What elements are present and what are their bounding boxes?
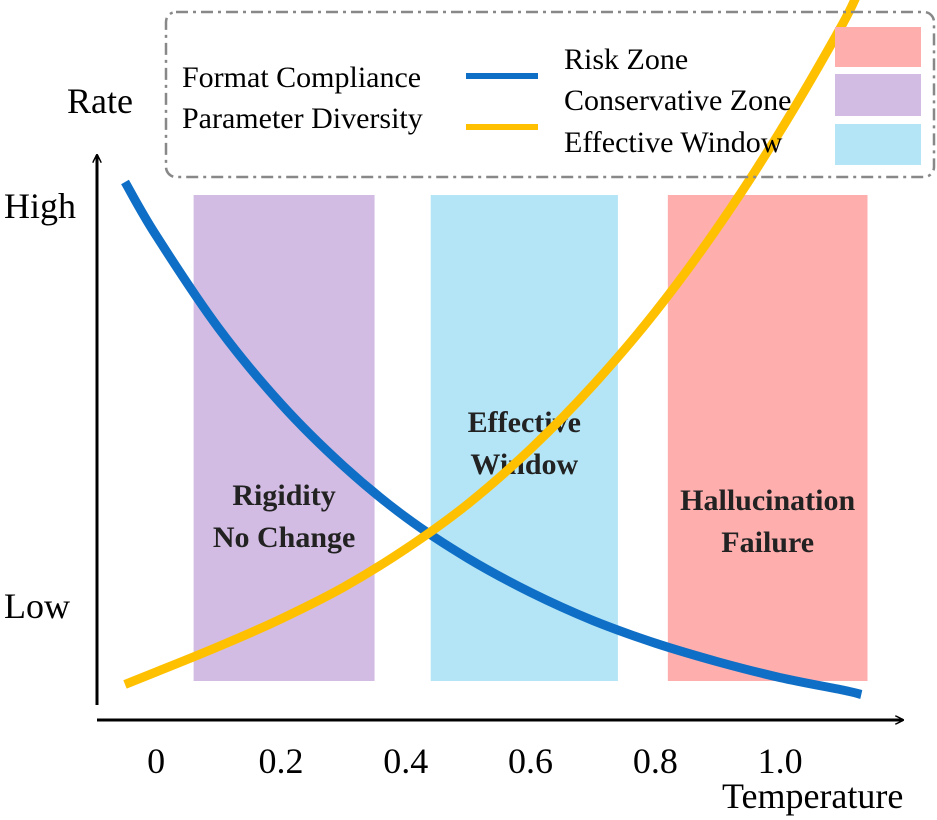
legend-frame — [164, 10, 936, 179]
series-line-format-compliance — [121, 179, 863, 699]
y-tick-label-high: High — [4, 186, 76, 226]
zone-conservative-zone — [193, 195, 375, 681]
legend-label-conservative-zone: Conservative Zone — [564, 84, 791, 117]
legend-swatch-effective-window — [835, 124, 921, 165]
x-tick-label-1-0: 1.0 — [758, 741, 803, 781]
legend-label-format-compliance: Format Compliance — [182, 61, 421, 94]
x-tick-label-0-4: 0.4 — [383, 741, 428, 781]
series-layer — [121, 0, 863, 699]
legend-swatch-risk-zone — [835, 27, 921, 67]
zones-layer — [193, 195, 868, 681]
legend-label-effective-window: Effective Window — [564, 126, 783, 159]
legend-label-parameter-diversity: Parameter Diversity — [182, 102, 423, 135]
zone-label-risk-zone-line1: Hallucination — [680, 484, 855, 517]
zone-label-risk-zone-line2: Failure — [721, 526, 814, 559]
x-ticks-layer: 0 0.2 0.4 0.6 0.8 1.0 — [147, 741, 803, 781]
legend: Format Compliance Parameter Diversity Ri… — [164, 10, 936, 179]
y-axis-label: Rate — [67, 81, 133, 121]
legend-label-risk-zone: Risk Zone — [564, 43, 688, 76]
zone-label-conservative-zone-line1: Rigidity — [232, 479, 335, 512]
zone-effective-window — [430, 195, 618, 681]
series-line-parameter-diversity — [123, 0, 860, 689]
legend-swatch-conservative-zone — [835, 74, 921, 116]
x-tick-label-0: 0 — [147, 741, 165, 781]
y-tick-label-low: Low — [4, 586, 70, 626]
x-tick-label-0-8: 0.8 — [633, 741, 678, 781]
x-axis-label: Temperature — [722, 776, 903, 816]
x-tick-label-0-2: 0.2 — [258, 741, 303, 781]
zone-label-conservative-zone-line2: No Change — [213, 521, 356, 554]
zone-risk-zone — [667, 195, 868, 681]
x-tick-label-0-6: 0.6 — [508, 741, 553, 781]
